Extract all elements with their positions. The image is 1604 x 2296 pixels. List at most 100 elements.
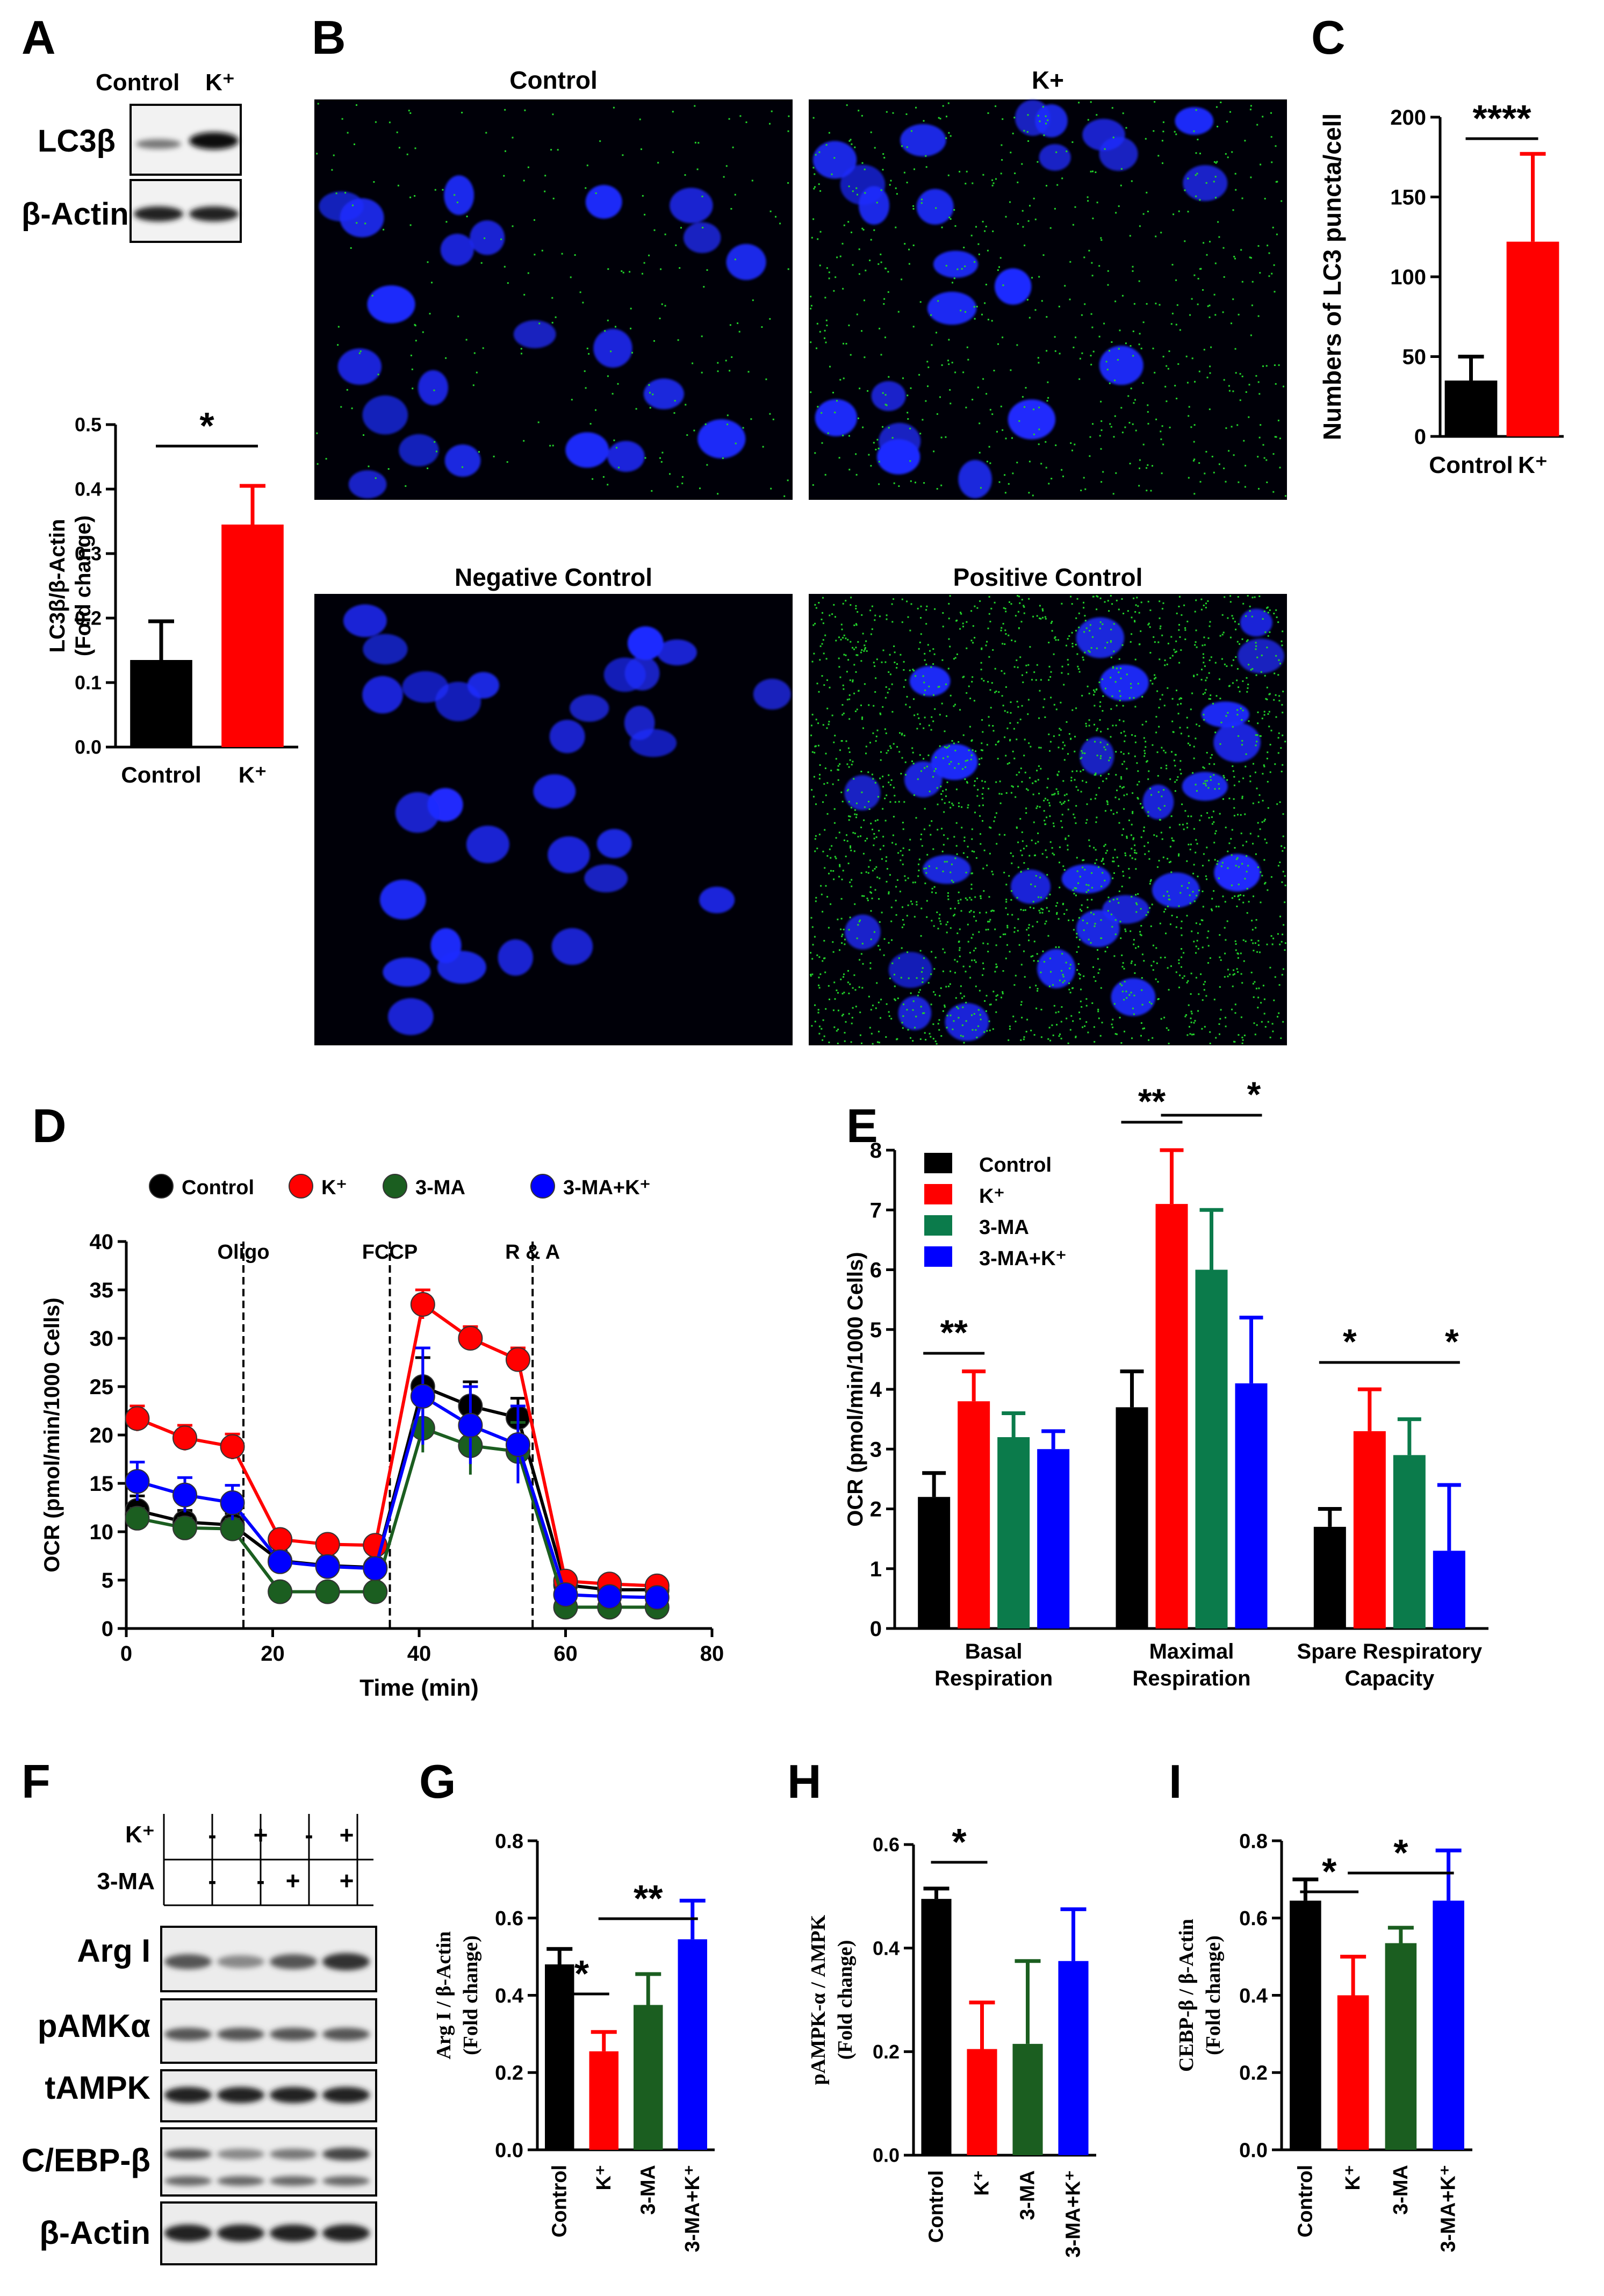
blot-label-bactin-f: β-Actin [39,2215,150,2251]
y-tick-label: 0.2 [873,2041,900,2063]
nucleus [1015,99,1051,136]
bar-0 [1290,1900,1321,2150]
nucleus [840,164,886,205]
y-tick-label: 4 [870,1378,882,1402]
bar-1-0 [958,1401,990,1628]
y-tick-label: 8 [870,1139,882,1163]
bar-1 [589,2051,618,2150]
nucleus [383,957,431,987]
sign-k-4: + [340,1821,354,1849]
x-category-line: Basal [965,1640,1023,1663]
nucleus [470,220,505,255]
y-axis-label: LC3β/β-Actin [46,519,69,653]
y-tick-label: 0.0 [1239,2139,1268,2162]
data-point [458,1413,483,1438]
significance-label: * [199,405,214,447]
data-point [644,1585,670,1610]
nucleus [1008,399,1056,440]
blot-label-lc3b: LC3β [38,124,116,159]
nucleus [1240,608,1272,637]
bar-2 [1385,1943,1417,2150]
significance-label: * [952,1821,967,1863]
y-tick-label: 0 [870,1617,882,1641]
blot-header-control: Control [96,69,179,96]
data-point [458,1326,483,1351]
bar-3-0 [1037,1449,1070,1628]
x-category-line: Respiration [934,1667,1053,1690]
x-tick-label: 0 [120,1642,132,1666]
data-point [172,1482,197,1508]
x-category-label: 3-MA+K⁺ [1437,2165,1460,2252]
blot-band [322,2028,370,2041]
nucleus [812,141,857,179]
blot-band [136,139,181,149]
sign-grid [163,1814,373,1906]
bar-3-2 [1433,1551,1465,1628]
y-tick-label: 5 [870,1318,882,1342]
significance-label: * [1247,1074,1261,1114]
nucleus [363,634,408,665]
y-tick-label: 0.4 [1239,1985,1268,2007]
x-category-label: 3-MA [1390,2165,1412,2215]
nucleus [888,952,932,988]
legend-marker [530,1174,555,1199]
micro-title-control: Control [509,66,598,94]
data-point [315,1532,340,1557]
blot-band [164,2087,212,2103]
nucleus [879,422,921,460]
x-category-label: Control [925,2170,948,2243]
sign-3ma-4: + [340,1867,354,1895]
blot-band [322,2087,370,2103]
nucleus [513,320,556,348]
chart-A: 0.0 0.1 0.2 0.3 0.4 0.5 Control K⁺ LC3β/β-Actin(… [46,405,298,787]
nucleus [430,928,462,964]
panel-letter-g: G [419,1755,456,1808]
blot-label-bactin: β-Actin [21,197,129,232]
bar-1 [221,525,284,747]
legend-marker [149,1174,174,1199]
y-tick-label: 0.1 [75,672,102,694]
sign-k-2: + [254,1821,268,1849]
panel-a-blot: Control K⁺ LC3β β-Actin [21,69,242,243]
injection-label: FCCP [362,1241,418,1264]
y-tick-label: 0 [102,1617,113,1641]
panel-b-micrographs: Control K+ Negative Control Positive Con… [314,66,1287,1045]
bar-2-1 [1195,1269,1228,1628]
sign-k-1: - [208,1821,216,1849]
bar-0 [545,1964,574,2150]
x-category-label: K⁺ [1518,452,1548,478]
nucleus [533,774,576,809]
panel-letter-h: H [787,1755,822,1808]
y-tick-label: 150 [1390,186,1426,210]
legend-label: 3-MA+K⁺ [979,1247,1067,1270]
nucleus [697,419,746,458]
y-axis-label: (Fold change) [834,1940,857,2060]
data-point [125,1469,150,1494]
blot-band [270,1954,317,1969]
y-axis-label: pAMPK-α / AMPK [807,1914,830,2085]
x-category-label: K⁺ [1342,2165,1364,2191]
panel-letter-d: D [32,1099,67,1152]
nucleus [1039,144,1071,171]
nucleus [603,657,646,692]
nucleus [498,939,533,976]
data-point [220,1516,245,1541]
nucleus [337,348,382,385]
nucleus [627,626,664,660]
nucleus [596,829,632,858]
blot-band [217,2225,264,2242]
bar-1 [1506,241,1559,436]
injection-label: R & A [505,1241,560,1264]
blot-band [134,206,183,221]
significance-label: * [1343,1322,1357,1361]
significance-label: * [1322,1850,1337,1892]
chart-E: 0 1 2 3 4 5 6 7 8 OCR (pmol/min/1000 Cells) Basal R… [844,1074,1488,1690]
nucleus [699,886,735,914]
sign-3ma-1: - [208,1867,216,1895]
y-axis-label: OCR (pmol/min/1000 Cells) [844,1252,867,1526]
bar-2-0 [997,1437,1030,1628]
micro-title-negative: Negative Control [455,563,652,591]
x-category-line: Respiration [1132,1667,1250,1690]
y-tick-label: 3 [870,1438,882,1461]
